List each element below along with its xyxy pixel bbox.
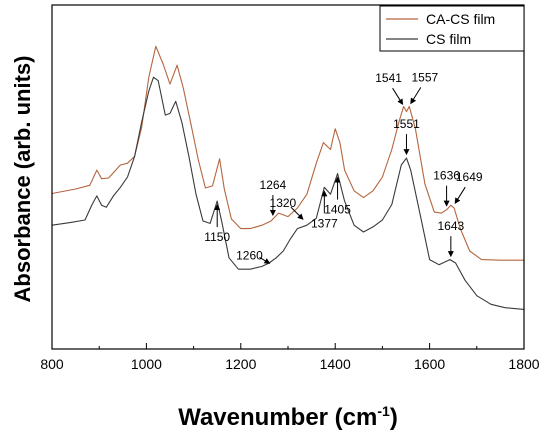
annotation-label: 1377 [311, 216, 338, 230]
x-tick-label: 1600 [414, 356, 445, 372]
annotation-arrow [259, 256, 271, 264]
annotation-label: 1260 [236, 248, 263, 262]
legend-label-cs: CS film [426, 31, 471, 47]
annotation-arrow [290, 206, 304, 220]
x-tick-label: 1200 [225, 356, 256, 372]
x-tick-label: 1800 [508, 356, 539, 372]
x-axis-title-close: ) [390, 404, 398, 431]
legend-box [379, 5, 525, 52]
legend-label-ca-cs: CA-CS film [426, 11, 495, 27]
annotation-label: 1551 [393, 117, 420, 131]
annotation-arrow [410, 87, 422, 105]
x-tick-label: 1400 [320, 356, 351, 372]
x-axis-title: Wavenumber (cm-1) [178, 403, 398, 431]
annotation-label: 1636 [433, 169, 460, 183]
plot-area [51, 45, 525, 310]
y-axis-title: Absorbance (arb. units) [10, 56, 35, 303]
annotation-label: 1649 [456, 170, 483, 184]
x-axis-title-main: Wavenumber (cm [178, 404, 377, 431]
x-tick-label: 1000 [131, 356, 162, 372]
series-line-ca-cs [51, 45, 524, 261]
annotation-label: 1541 [375, 71, 402, 85]
annotation-label: 1643 [437, 219, 464, 233]
annotation-arrow [454, 186, 466, 205]
annotation-label: 1320 [270, 196, 297, 210]
annotation-label: 1150 [204, 230, 230, 244]
annotation-arrow [392, 87, 404, 106]
x-axis-title-sup: -1 [377, 403, 390, 419]
annotation-label: 1405 [324, 203, 351, 217]
x-tick-label: 800 [40, 356, 64, 372]
series-line-cs [51, 76, 525, 310]
x-axis: 800 1000 1200 1400 1600 1800 [40, 343, 540, 372]
annotation-label: 1557 [411, 70, 438, 84]
annotation-label: 1264 [260, 178, 287, 192]
legend: CA-CS film CS film [379, 5, 525, 52]
